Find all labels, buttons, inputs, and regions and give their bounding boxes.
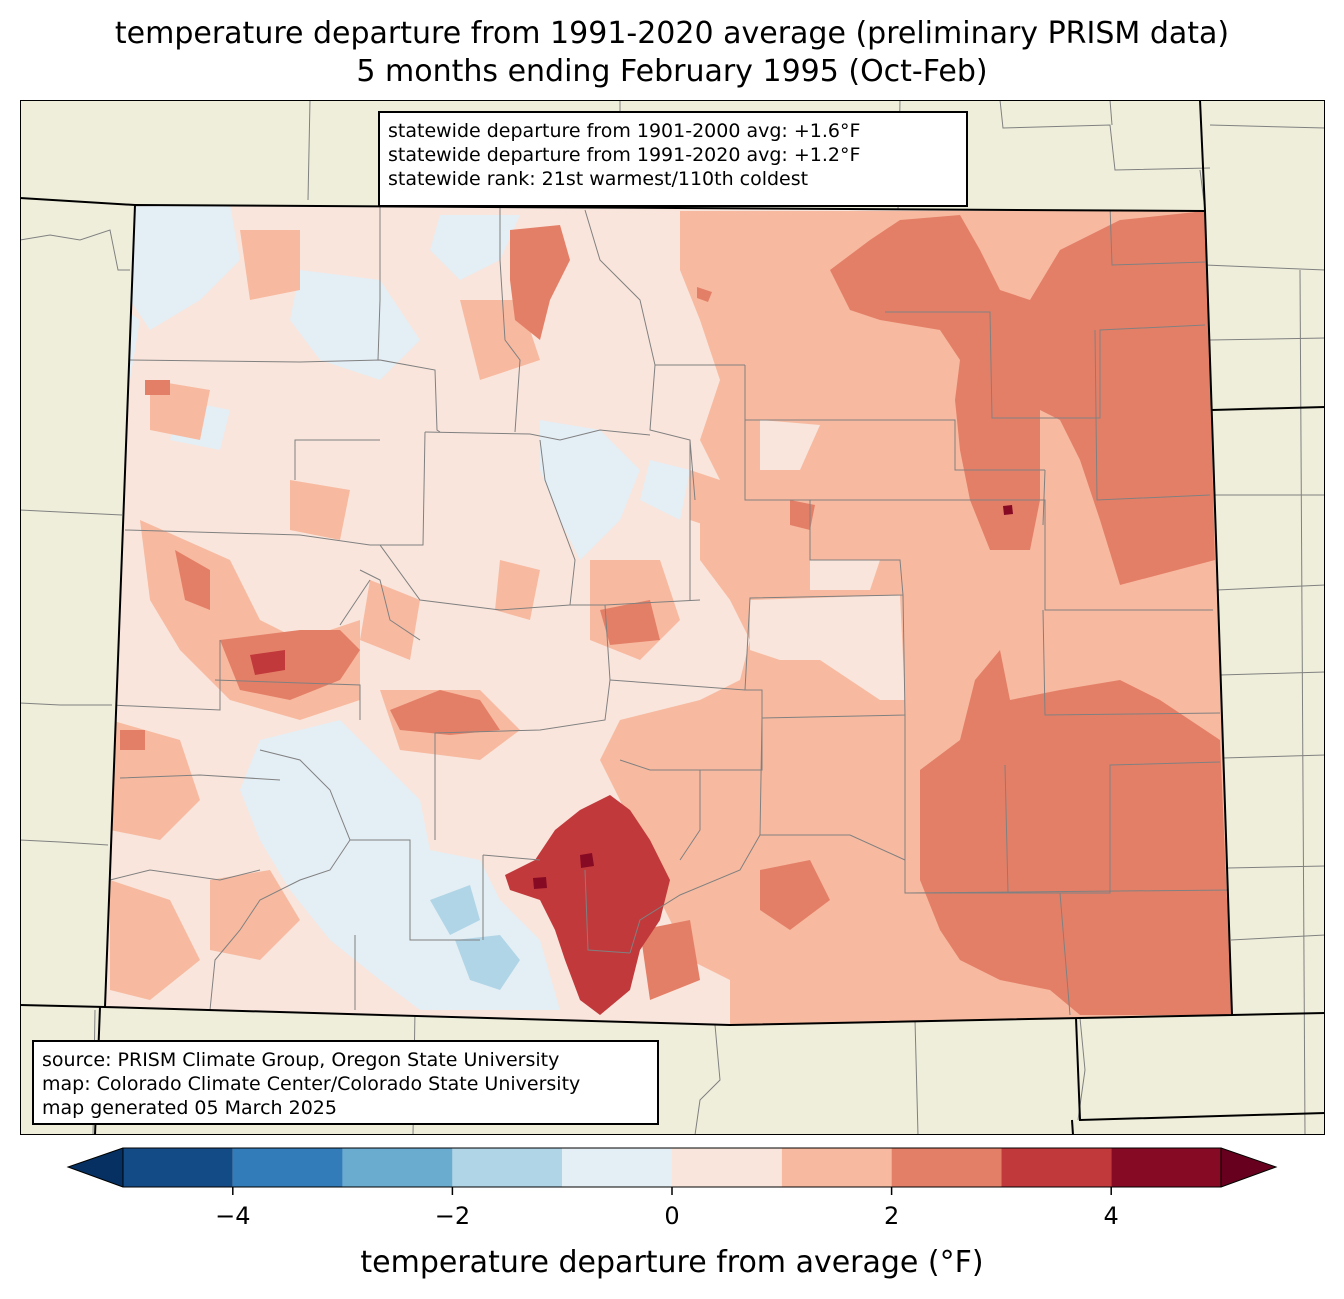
colorbar-bin (781, 1148, 892, 1187)
colorbar-arrow-outline-right (1220, 1147, 1278, 1188)
near-normal-pockets-east (750, 420, 905, 700)
colorado-temperature-map (20, 100, 1325, 1135)
source-credit-box: source: PRISM Climate Group, Oregon Stat… (32, 1040, 659, 1125)
colorbar-bin (1111, 1148, 1221, 1187)
colorbar-tick-label: 0 (664, 1202, 679, 1230)
county-lines (109, 205, 1232, 1016)
colorbar-arrow-outline (66, 1147, 124, 1188)
cold-anomaly-areas (430, 885, 520, 990)
colorbar-label: temperature departure from average (°F) (360, 1245, 983, 1280)
colorbar-bin (452, 1148, 563, 1187)
colorbar-over-arrow (1221, 1148, 1276, 1187)
colorbar-tick-label: 2 (884, 1202, 899, 1230)
colorbar-bin (891, 1148, 1002, 1187)
mid-warm-areas (120, 211, 1232, 1015)
map-subtitle: 5 months ending February 1995 (Oct-Feb) (356, 54, 988, 89)
source-line: source: PRISM Climate Group, Oregon Stat… (42, 1049, 560, 1071)
darkest-warm-areas (533, 505, 1013, 889)
colorbar-bin (232, 1148, 343, 1187)
stat-departure-1901-2000: statewide departure from 1901-2000 avg: … (388, 120, 861, 142)
colorbar: −4 −2 0 2 4 temperature departure from avera… (66, 1147, 1278, 1280)
map-credit-line: map: Colorado Climate Center/Colorado St… (42, 1073, 581, 1095)
colorbar-bin (562, 1148, 672, 1187)
colorbar-bin (123, 1148, 233, 1187)
temperature-anomaly-field (105, 205, 1232, 1025)
colorbar-bin (672, 1148, 782, 1187)
colorbar-bin (1001, 1148, 1112, 1187)
colorbar-bin (342, 1148, 453, 1187)
colorbar-ticks: −4 −2 0 2 4 (215, 1187, 1119, 1230)
stat-departure-1991-2020: statewide departure from 1991-2020 avg: … (388, 144, 861, 166)
generated-date-line: map generated 05 March 2025 (42, 1097, 337, 1119)
colorbar-tick-label: −2 (435, 1202, 470, 1230)
colorbar-under-arrow (68, 1148, 123, 1187)
map-title: temperature departure from 1991-2020 ave… (114, 16, 1230, 51)
colorbar-tick-label: 4 (1104, 1202, 1119, 1230)
colorbar-bins (123, 1148, 1221, 1187)
stat-rank: statewide rank: 21st warmest/110th colde… (388, 168, 809, 190)
colorbar-tick-label: −4 (215, 1202, 250, 1230)
dark-warm-areas (250, 650, 670, 1015)
statewide-stats-box: statewide departure from 1901-2000 avg: … (378, 111, 968, 207)
